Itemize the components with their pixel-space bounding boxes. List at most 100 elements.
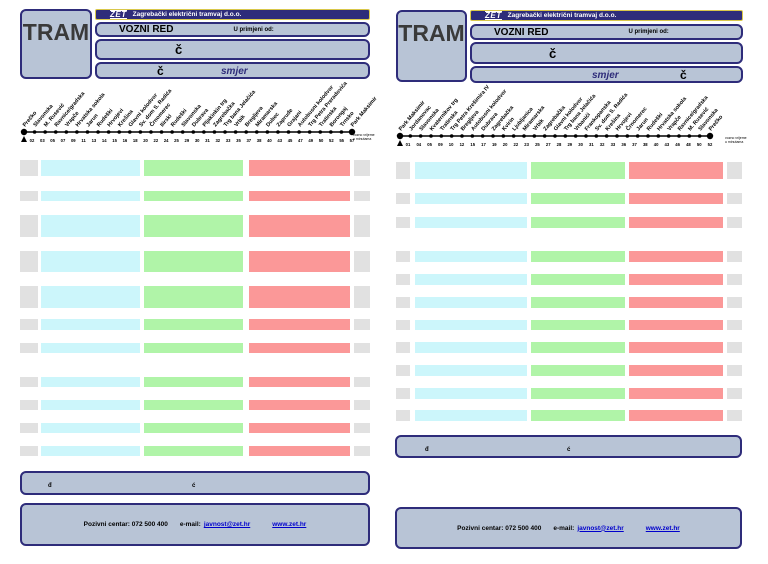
note-c: ć bbox=[567, 447, 571, 453]
stop-time: 46 bbox=[675, 142, 680, 147]
c-character: č bbox=[175, 42, 183, 57]
stop-time: 35 bbox=[236, 138, 241, 143]
note-d: đ bbox=[48, 483, 52, 489]
stop-time: 50 bbox=[319, 138, 324, 143]
green-band bbox=[144, 160, 243, 176]
email-link[interactable]: javnost@zet.hr bbox=[203, 521, 251, 528]
stop-time: 25 bbox=[535, 142, 540, 147]
stop-dot bbox=[542, 134, 547, 138]
cyan-band bbox=[415, 274, 527, 285]
stop-dot bbox=[687, 134, 692, 138]
vozni-red-label: VOZNI RED bbox=[119, 24, 174, 35]
email-link[interactable]: javnost@zet.hr bbox=[577, 524, 624, 532]
stop-time: 15 bbox=[112, 138, 117, 143]
cyan-band bbox=[41, 319, 140, 330]
stop-dot bbox=[223, 130, 227, 134]
stop-dot bbox=[159, 130, 164, 134]
hour-cell-left bbox=[396, 162, 410, 179]
company-name: Zagrebački električni tramvaj d.o.o. bbox=[507, 12, 617, 19]
stop-time: 07 bbox=[61, 138, 66, 143]
company-name: Zagrebački električni tramvaj d.o.o. bbox=[132, 11, 242, 18]
green-band bbox=[144, 215, 243, 237]
stop-dot bbox=[318, 130, 323, 134]
notes-box: đ ć bbox=[395, 435, 742, 458]
hour-cell-right bbox=[354, 251, 370, 272]
stop-time: 45 bbox=[288, 138, 293, 143]
cyan-band bbox=[415, 217, 527, 228]
stop-time: 03 bbox=[40, 138, 45, 143]
u-primjeni-label: U primjeni od: bbox=[233, 26, 274, 33]
red-band bbox=[629, 251, 723, 262]
hour-cell-right bbox=[727, 193, 742, 204]
hour-cell-right bbox=[354, 191, 370, 201]
green-band bbox=[144, 319, 243, 330]
stop-dot bbox=[53, 130, 58, 134]
green-band bbox=[531, 217, 625, 228]
stop-dot bbox=[573, 134, 578, 138]
stop-time: 02 bbox=[30, 138, 35, 143]
hour-cell-left bbox=[396, 193, 410, 204]
stop-dot bbox=[43, 130, 47, 134]
stop-time: 11 bbox=[81, 138, 86, 143]
hour-cell-left bbox=[20, 400, 38, 410]
cyan-band bbox=[41, 215, 140, 237]
hour-cell-right bbox=[354, 423, 370, 433]
stop-time: 04 bbox=[416, 142, 421, 147]
cyan-band bbox=[41, 400, 140, 410]
stop-dot bbox=[480, 134, 485, 138]
red-band bbox=[629, 162, 723, 179]
stop-dot bbox=[128, 130, 132, 134]
red-band bbox=[629, 365, 723, 376]
green-band bbox=[144, 400, 243, 410]
stop-diagram: Park MaksimirJordanovacSlavonskaKvaterni… bbox=[396, 84, 725, 147]
red-band bbox=[629, 217, 723, 228]
hour-cell-left bbox=[20, 343, 38, 353]
stop-dot bbox=[180, 130, 185, 134]
stop-time: 38 bbox=[257, 138, 262, 143]
zet-logo-icon: ZET bbox=[485, 11, 502, 20]
red-band bbox=[249, 400, 350, 410]
stop-time: 32 bbox=[600, 142, 605, 147]
web-link[interactable]: www.zet.hr bbox=[645, 524, 680, 532]
stop-time: 22 bbox=[154, 138, 159, 143]
green-band bbox=[531, 410, 625, 421]
cyan-band bbox=[415, 342, 527, 353]
note-c: ć bbox=[192, 483, 196, 489]
stop-dot bbox=[408, 134, 413, 138]
web-link[interactable]: www.zet.hr bbox=[272, 521, 307, 528]
stop-dot bbox=[439, 134, 444, 138]
stop-time: 23 bbox=[524, 142, 529, 147]
hour-cell-left bbox=[20, 215, 38, 237]
stop-dot bbox=[170, 130, 174, 134]
green-band bbox=[144, 343, 243, 353]
hour-cell-right bbox=[727, 342, 742, 353]
stop-dot bbox=[460, 134, 464, 138]
stop-dot bbox=[646, 134, 650, 138]
cyan-band bbox=[41, 343, 140, 353]
stop-time: 17 bbox=[481, 142, 486, 147]
stop-dot bbox=[106, 130, 111, 134]
green-band bbox=[531, 251, 625, 262]
stop-time: 09 bbox=[438, 142, 443, 147]
stop-dot bbox=[625, 134, 630, 138]
tram-number-box: TRAM bbox=[396, 10, 467, 82]
red-band bbox=[629, 320, 723, 330]
cyan-band bbox=[41, 423, 140, 433]
cyan-band bbox=[41, 191, 140, 201]
cyan-band bbox=[415, 320, 527, 330]
green-band bbox=[144, 446, 243, 456]
stop-time: 15 bbox=[470, 142, 475, 147]
stop-dot bbox=[329, 130, 333, 134]
stop-time: 47 bbox=[298, 138, 303, 143]
stop-time: 19 bbox=[492, 142, 497, 147]
red-band bbox=[249, 251, 350, 272]
hour-cell-left bbox=[396, 217, 410, 228]
stop-dot bbox=[191, 130, 196, 134]
hour-cell-left bbox=[20, 319, 38, 330]
cyan-band bbox=[415, 193, 527, 204]
stop-time: 52 bbox=[708, 142, 713, 147]
stop-dot bbox=[584, 134, 588, 138]
green-band bbox=[531, 320, 625, 330]
stop-dot bbox=[233, 130, 238, 134]
green-band bbox=[531, 297, 625, 308]
